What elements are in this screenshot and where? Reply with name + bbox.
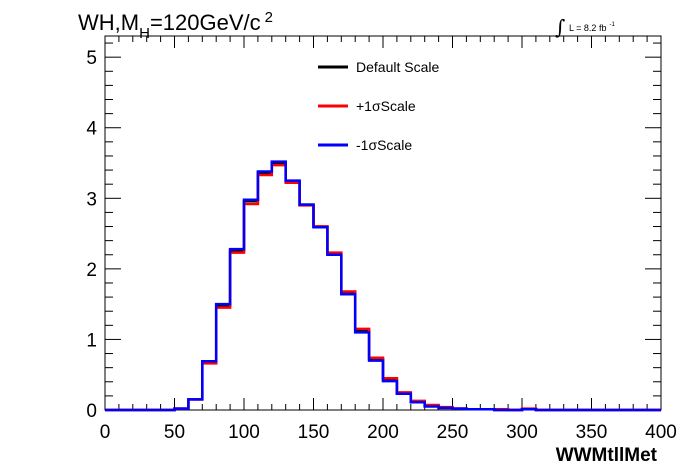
x-tick-label: 300 — [506, 422, 538, 443]
y-tick-label: 5 — [86, 48, 97, 69]
title-subscript: H — [139, 25, 150, 42]
integral-symbol: ∫ — [555, 15, 565, 39]
y-tick-label: 0 — [86, 401, 97, 422]
x-tick-label: 50 — [164, 422, 185, 443]
series-layer — [105, 160, 661, 412]
legend: Default Scale +1σScale -1σScale — [318, 59, 439, 153]
legend-label-2: -1σScale — [356, 137, 412, 153]
x-tick-label: 100 — [228, 422, 260, 443]
luminosity-superscript: -1 — [609, 22, 615, 28]
x-tick-label: 250 — [437, 422, 469, 443]
legend-label-0: Default Scale — [356, 59, 439, 75]
axis-ticks: 0 50 100 150 200 250 300 350 400 0 1 2 3 4 5 — [86, 36, 677, 443]
x-tick-label: 200 — [367, 422, 399, 443]
x-tick-label: 400 — [645, 422, 677, 443]
title-superscript: 2 — [265, 9, 273, 26]
y-tick-label: 4 — [86, 119, 97, 140]
luminosity-label: L = 8.2 fb -1 — [569, 22, 615, 33]
legend-label-1: +1σScale — [356, 98, 416, 114]
x-axis-label: WWMtllMet — [556, 445, 658, 466]
y-tick-label: 1 — [86, 330, 97, 351]
chart-title: WH,MH=120GeV/c 2 — [78, 9, 273, 42]
x-tick-label: 0 — [100, 422, 111, 443]
title-prefix: WH,M — [78, 10, 139, 35]
title-suffix: =120GeV/c — [150, 10, 261, 35]
luminosity-text: L = 8.2 fb — [569, 23, 606, 33]
x-tick-label: 350 — [576, 422, 608, 443]
x-tick-label: 150 — [298, 422, 330, 443]
series-line-2 — [105, 160, 661, 412]
y-tick-label: 2 — [86, 260, 97, 281]
y-tick-label: 3 — [86, 189, 97, 210]
